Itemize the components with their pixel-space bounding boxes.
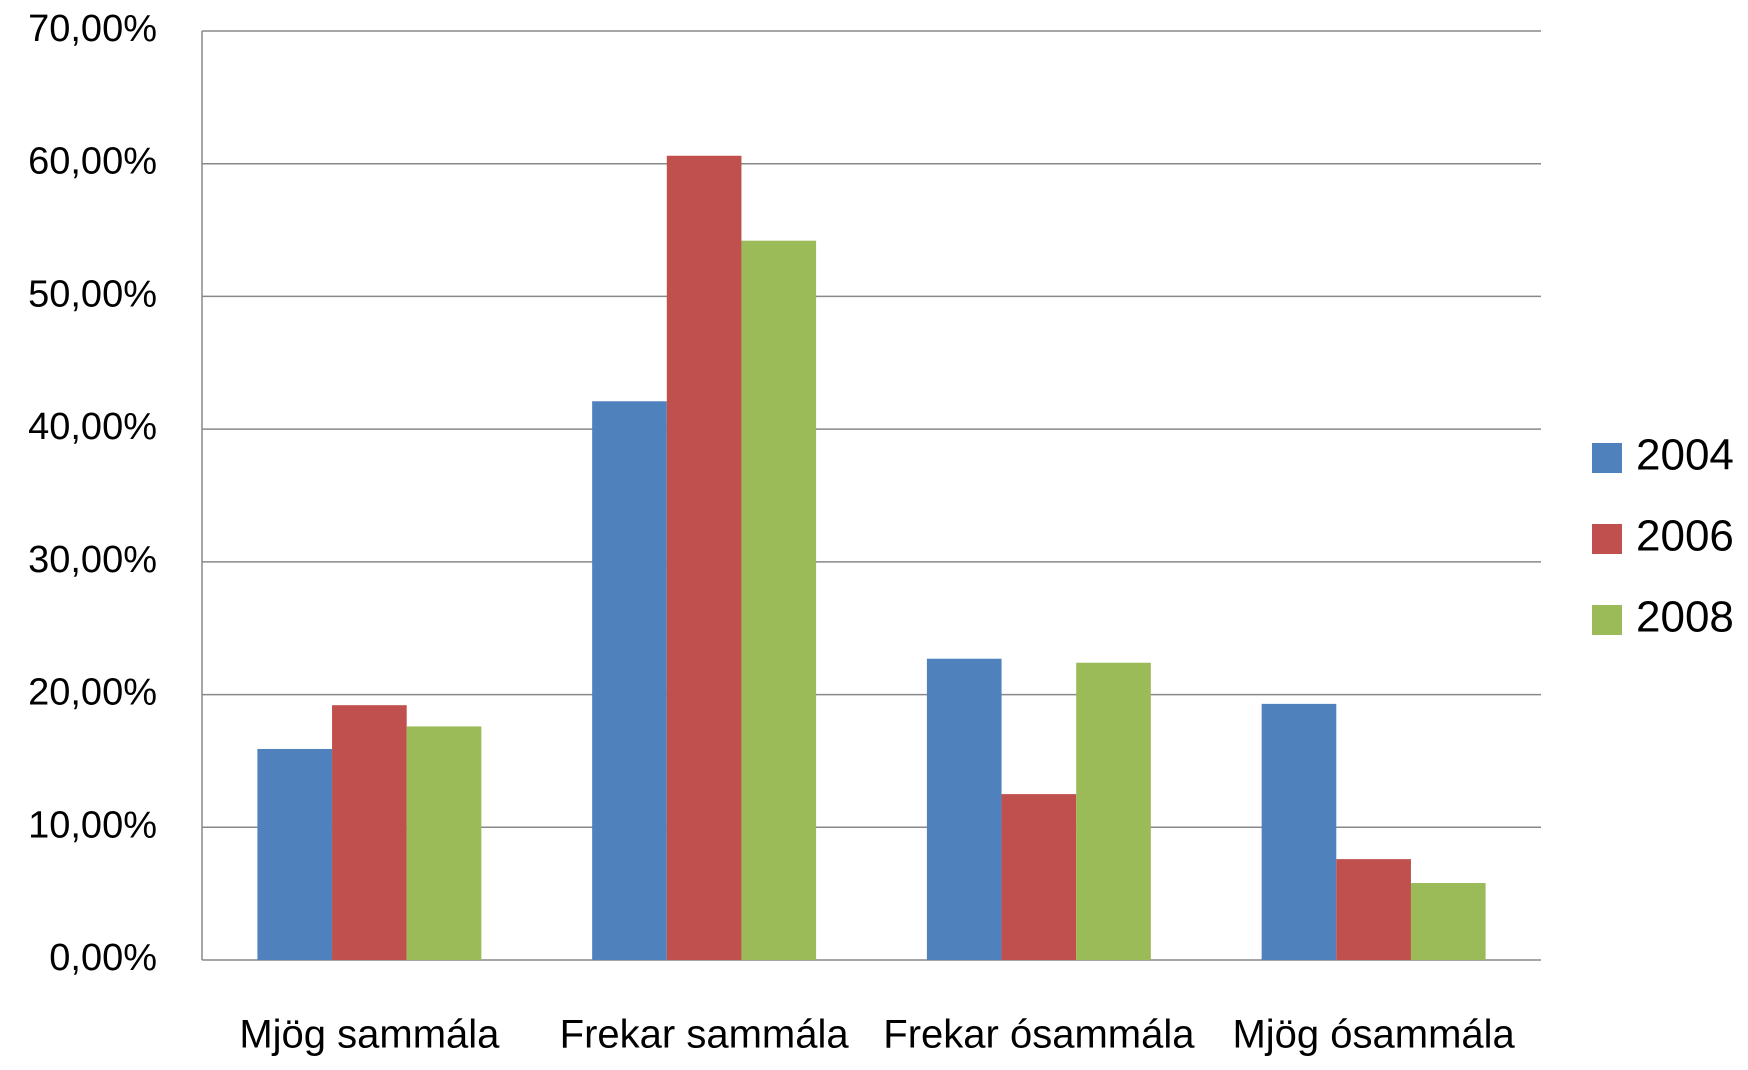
bar: [1001, 794, 1077, 960]
y-tick-label: 30,00%: [28, 539, 157, 581]
y-tick-label: 0,00%: [49, 937, 157, 979]
bar: [1336, 859, 1411, 960]
bar: [1261, 703, 1337, 960]
x-tick-label: Mjög ósammála: [1232, 1013, 1515, 1057]
bar: [741, 240, 817, 960]
legend-swatch: [1592, 524, 1622, 554]
x-tick-label: Mjög sammála: [239, 1013, 500, 1057]
x-tick-label: Frekar sammála: [560, 1013, 850, 1057]
legend-label: 2004: [1636, 431, 1734, 480]
y-tick-label: 70,00%: [28, 8, 157, 50]
legend-swatch: [1592, 605, 1622, 635]
bar: [666, 155, 742, 960]
y-tick-label: 40,00%: [28, 406, 157, 448]
y-tick-label: 10,00%: [28, 804, 157, 846]
bar: [406, 726, 482, 960]
legend-label: 2006: [1636, 512, 1734, 561]
bar: [332, 705, 407, 960]
y-tick-label: 20,00%: [28, 672, 157, 714]
bar: [1410, 883, 1486, 960]
y-tick-label: 50,00%: [28, 273, 157, 315]
bar: [592, 401, 667, 961]
y-tick-label: 60,00%: [28, 141, 157, 183]
legend-label: 2008: [1636, 593, 1734, 642]
bar: [257, 748, 333, 960]
x-tick-label: Frekar ósammála: [883, 1013, 1195, 1057]
legend-swatch: [1592, 443, 1622, 473]
bar: [926, 658, 1002, 960]
bar: [1076, 662, 1151, 960]
